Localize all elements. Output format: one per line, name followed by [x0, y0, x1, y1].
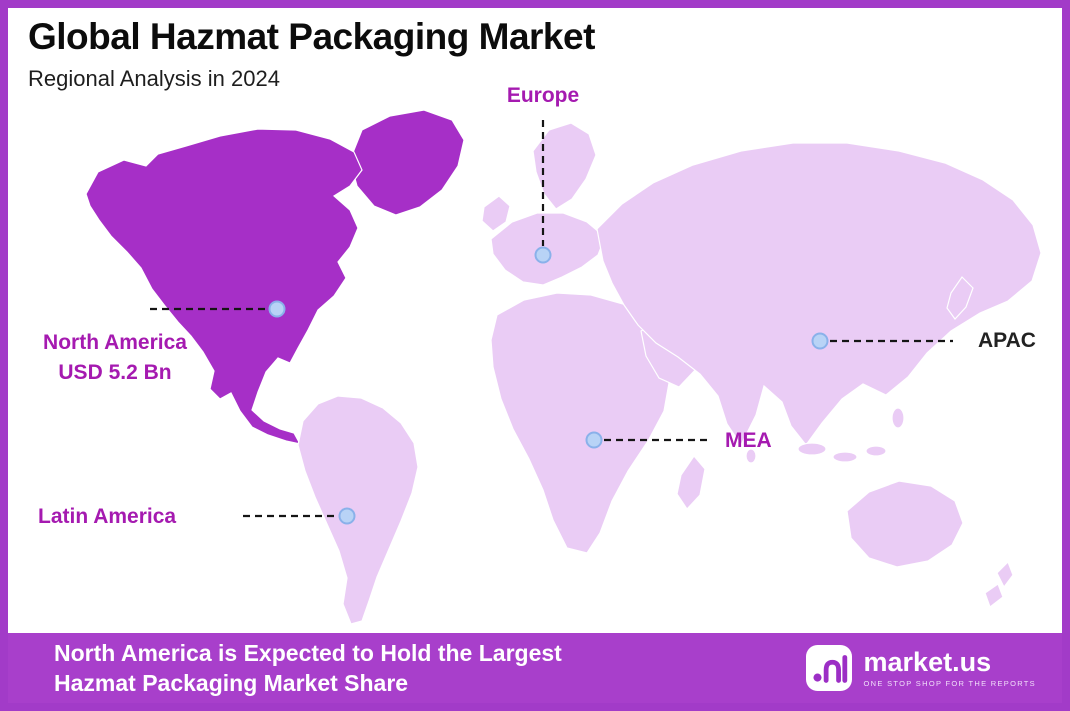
region-shape-australia — [846, 480, 964, 568]
region-shape-madagascar — [676, 455, 706, 510]
logo-tagline: ONE STOP SHOP FOR THE REPORTS — [863, 679, 1036, 688]
region-shape-south-america — [297, 395, 419, 625]
region-label-north-america: North America USD 5.2 Bn — [16, 328, 214, 388]
region-shape-sri-lanka — [745, 448, 757, 464]
marker-europe — [534, 246, 552, 264]
footer-banner: North America is Expected to Hold the La… — [8, 633, 1062, 703]
region-shape-indonesia-2 — [832, 451, 858, 463]
region-shape-new-zealand-north — [996, 560, 1014, 589]
header: Global Hazmat Packaging Market Regional … — [28, 16, 595, 92]
logo-name: market.us — [863, 647, 992, 677]
banner-line2: Hazmat Packaging Market Share — [54, 670, 409, 696]
region-shape-scandinavia — [532, 122, 597, 210]
region-label-europe: Europe — [506, 84, 580, 107]
region-label-north-america-name: North America — [43, 331, 187, 354]
region-shape-japan — [946, 276, 974, 320]
region-label-apac: APAC — [978, 329, 1036, 352]
marketus-logo-icon — [805, 645, 852, 691]
region-shape-uk — [481, 195, 511, 232]
page-title: Global Hazmat Packaging Market — [28, 16, 595, 57]
region-shape-greenland — [349, 109, 465, 216]
region-label-latin-america: Latin America — [38, 505, 177, 528]
marker-north-america — [268, 300, 286, 318]
marker-mea — [585, 431, 603, 449]
marker-apac — [811, 332, 829, 350]
region-label-mea: MEA — [725, 429, 772, 452]
region-shape-philippines — [891, 407, 905, 429]
banner-text: North America is Expected to Hold the La… — [54, 638, 562, 698]
region-shape-indonesia-3 — [865, 445, 887, 457]
region-shape-new-zealand-south — [984, 583, 1004, 608]
region-shape-indonesia-1 — [797, 442, 827, 456]
region-value-north-america: USD 5.2 Bn — [58, 361, 172, 384]
region-shape-north-america — [85, 128, 363, 445]
marker-latin-america — [338, 507, 356, 525]
marketus-logo: market.us ONE STOP SHOP FOR THE REPORTS — [805, 645, 1036, 691]
region-shape-asia — [596, 142, 1042, 447]
banner-line1: North America is Expected to Hold the La… — [54, 640, 562, 666]
region-shape-africa — [490, 292, 670, 554]
marketus-logo-text: market.us ONE STOP SHOP FOR THE REPORTS — [864, 648, 1036, 688]
page-subtitle: Regional Analysis in 2024 — [28, 66, 280, 91]
